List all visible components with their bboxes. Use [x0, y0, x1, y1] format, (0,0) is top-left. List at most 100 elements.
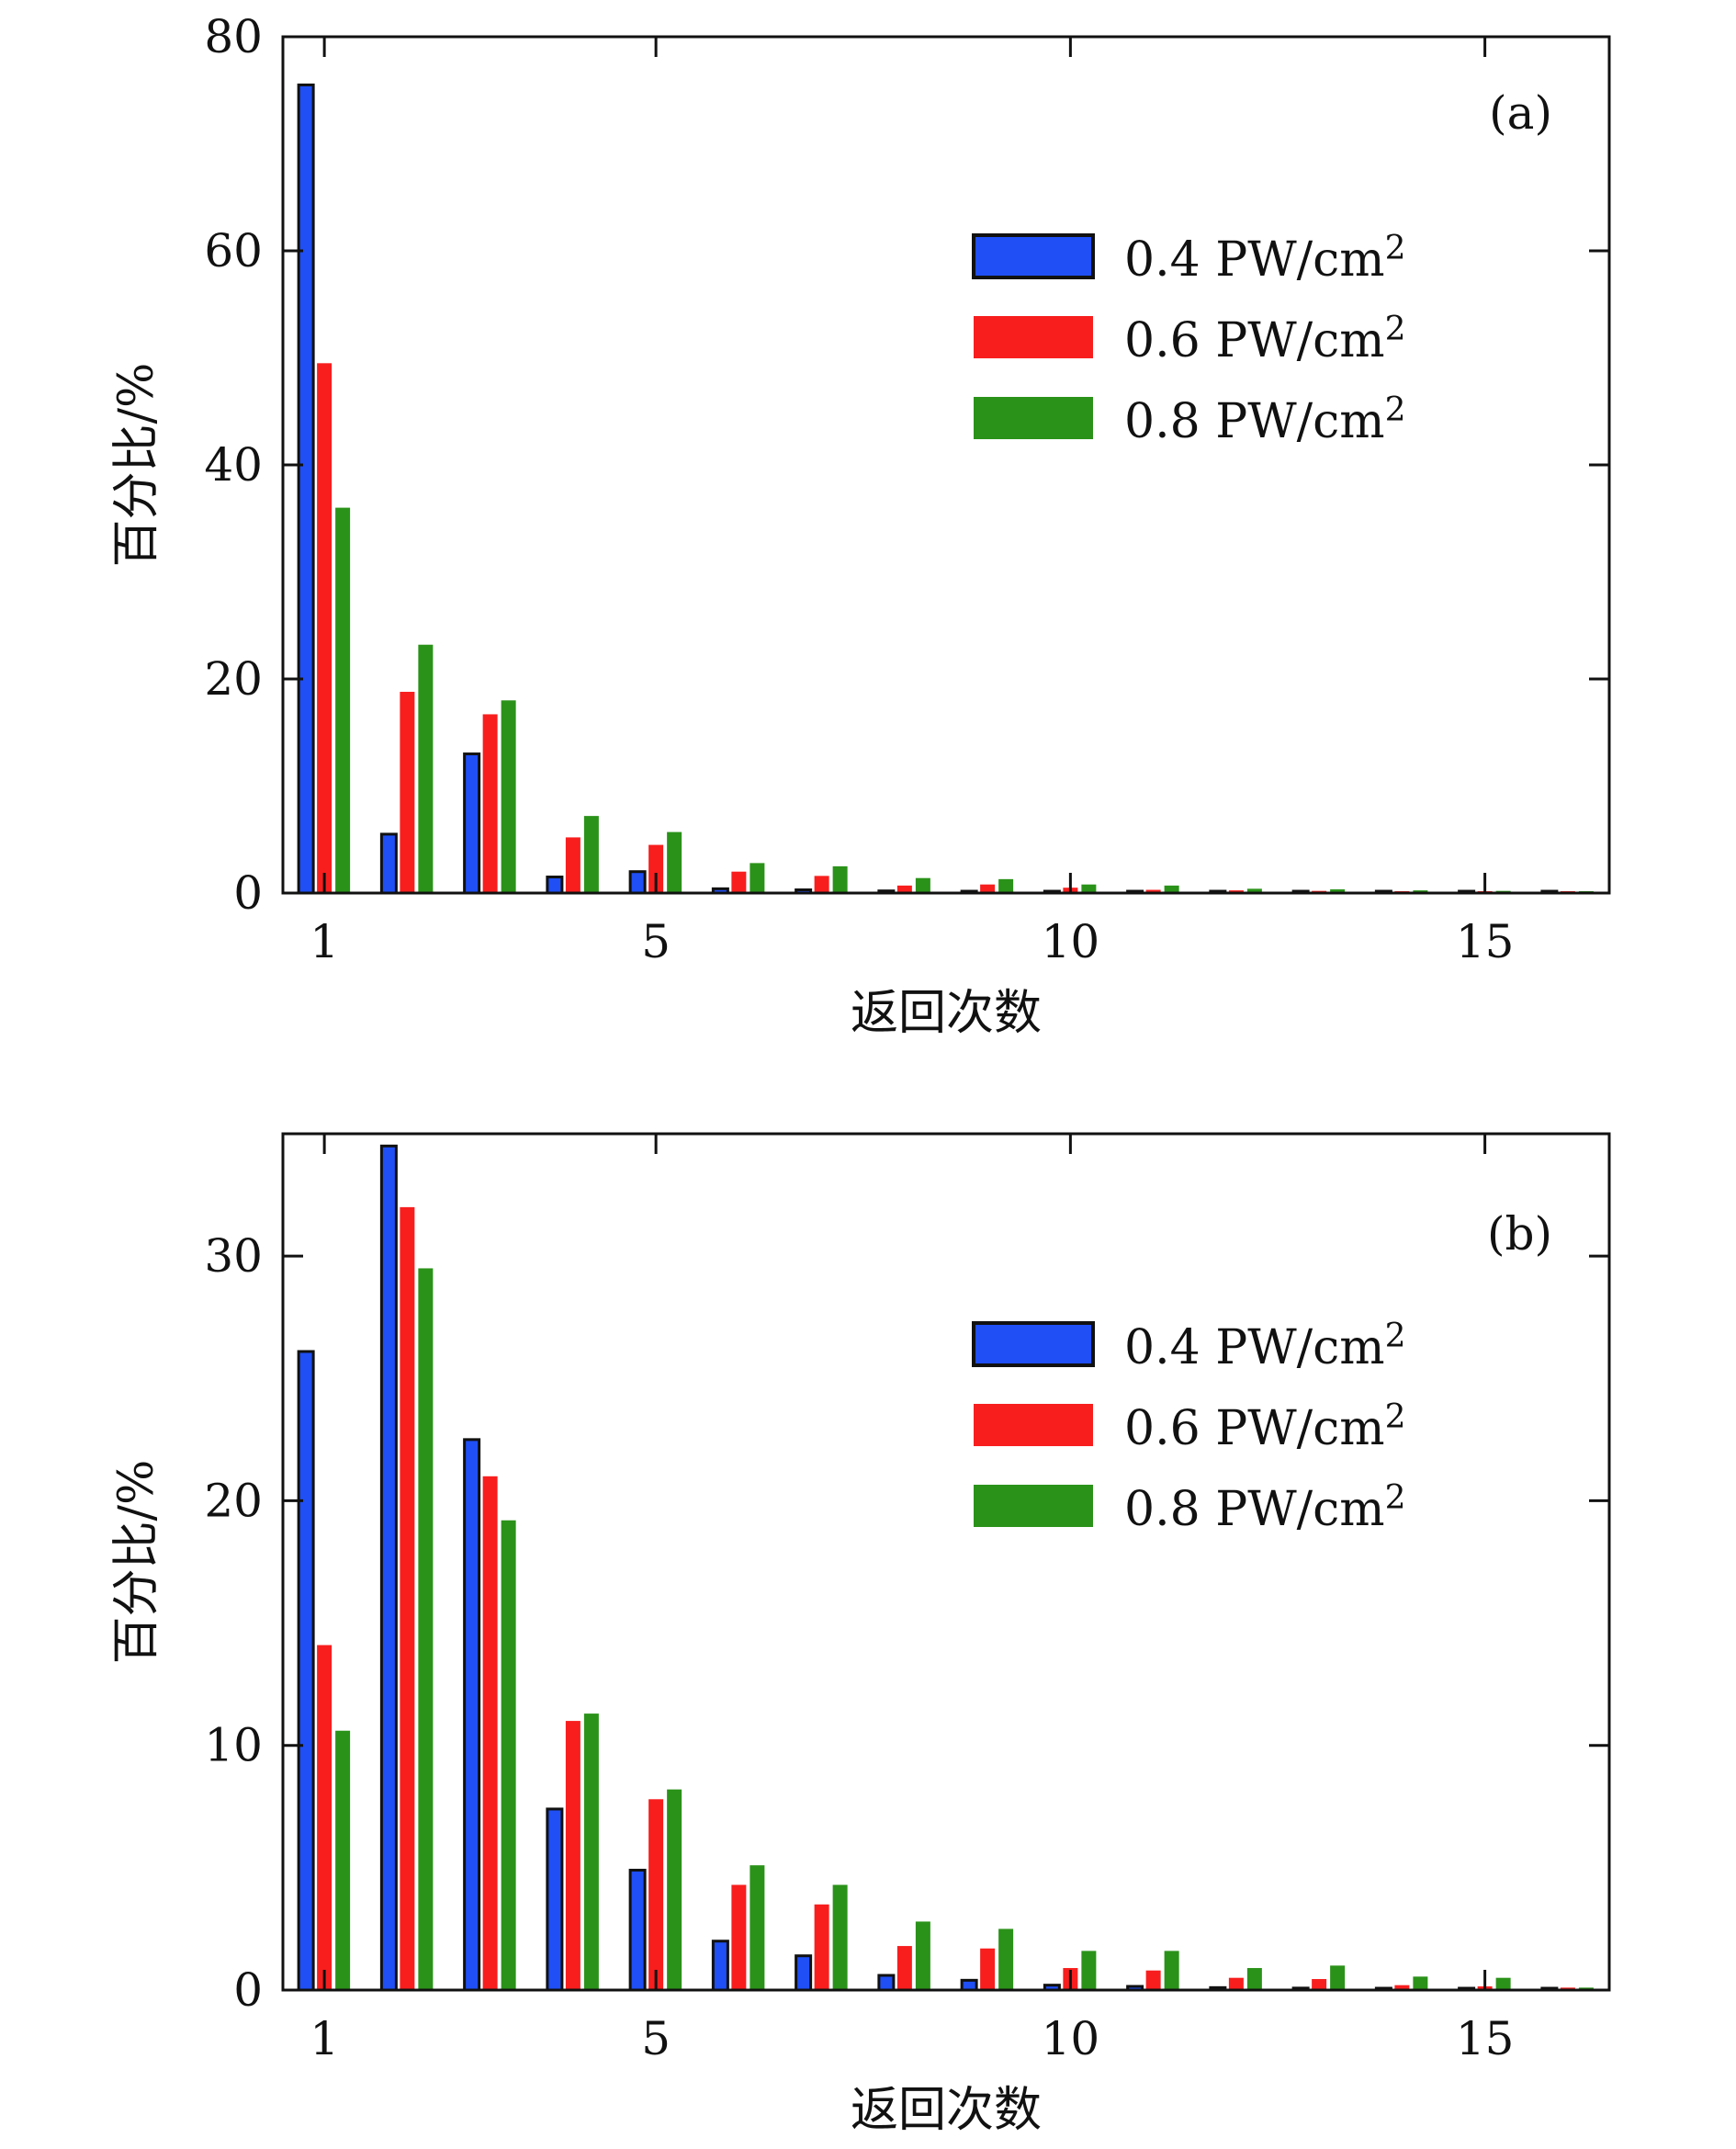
y-tick-label: 20 — [204, 1474, 263, 1527]
bar-series3-x8 — [915, 877, 930, 893]
bar-series1-x3 — [463, 752, 481, 895]
x-tick-label: 1 — [310, 2012, 339, 2065]
bar-series3-x1 — [335, 1730, 351, 1990]
bar-series3-x5 — [667, 1789, 682, 1990]
bar-series3-x2 — [418, 644, 434, 893]
bar-series2-x9 — [980, 884, 996, 893]
bar-series3-x6 — [750, 1865, 765, 1990]
bar-series3-x5 — [667, 831, 682, 893]
bar-series2-x5 — [648, 1799, 664, 1990]
x-tick-label: 1 — [310, 915, 339, 968]
bar-series3-x9 — [998, 1928, 1014, 1990]
bar-series1-x2 — [379, 832, 398, 895]
bar-series2-x8 — [896, 1946, 912, 1990]
y-tick-label: 40 — [204, 438, 263, 492]
y-tick-label: 0 — [233, 866, 263, 920]
bar-series2-x3 — [482, 1476, 498, 1990]
x-axis-title: 返回次数 — [851, 2083, 1042, 2138]
bar-series3-x3 — [501, 1520, 516, 1990]
bar-series2-x1 — [317, 363, 333, 893]
bar-series3-x11 — [1164, 1951, 1179, 1990]
legend-swatch-series1 — [972, 233, 1095, 279]
bar-series2-x4 — [565, 1721, 581, 1990]
bar-series1-x5 — [628, 1869, 647, 1992]
bar-series3-x7 — [832, 1884, 848, 1990]
y-axis-title: 百分比/% — [109, 363, 164, 568]
legend-label-series1: 0.4 PW/cm2 — [1124, 1318, 1406, 1375]
bar-series1-x9 — [960, 1978, 978, 1992]
bar-series2-x14 — [1394, 1985, 1410, 1990]
panel-label: (b) — [1487, 1207, 1552, 1261]
bar-series3-x13 — [1330, 888, 1346, 893]
bar-series3-x11 — [1164, 885, 1179, 893]
bar-series3-x8 — [915, 1921, 930, 1990]
bar-series1-x1 — [297, 1350, 315, 1992]
bar-series3-x4 — [583, 1714, 599, 1990]
bar-series3-x15 — [1495, 1977, 1511, 1990]
bar-series3-x10 — [1081, 1951, 1097, 1990]
bar-series3-x10 — [1081, 884, 1097, 893]
bar-series3-x14 — [1413, 1976, 1428, 1990]
y-tick-label: 0 — [233, 1963, 263, 2017]
bar-series2-x7 — [814, 1904, 829, 1990]
x-tick-label: 10 — [1042, 2012, 1100, 2065]
bar-series3-x4 — [583, 816, 599, 893]
x-tick-label: 10 — [1042, 915, 1100, 968]
legend: 0.4 PW/cm2 0.6 PW/cm2 0.8 PW/cm2 — [972, 1318, 1406, 1537]
x-tick-label: 5 — [641, 2012, 671, 2065]
bar-series3-x12 — [1246, 888, 1262, 893]
bar-series2-x6 — [731, 871, 747, 893]
bar-series2-x11 — [1145, 889, 1161, 893]
legend-label-series2: 0.6 PW/cm2 — [1124, 311, 1406, 368]
bar-series3-x2 — [418, 1268, 434, 1990]
legend-label-series2: 0.6 PW/cm2 — [1124, 1398, 1406, 1456]
bar-series1-x7 — [795, 1954, 813, 1992]
bar-series2-x2 — [400, 691, 415, 893]
legend-label-series3: 0.8 PW/cm2 — [1124, 1479, 1406, 1537]
bar-series1-x2 — [379, 1144, 398, 1992]
legend-label-series1: 0.4 PW/cm2 — [1124, 230, 1406, 288]
legend-swatch-series2 — [974, 1404, 1093, 1446]
x-axis-title: 返回次数 — [851, 986, 1042, 1041]
bar-series3-x13 — [1330, 1965, 1346, 1990]
legend-swatch-series3 — [974, 1485, 1093, 1527]
bar-series2-x4 — [565, 837, 581, 893]
y-tick-label: 10 — [204, 1719, 263, 1772]
x-tick-label: 15 — [1456, 915, 1515, 968]
y-tick-label: 30 — [204, 1229, 263, 1283]
bar-series3-x3 — [501, 700, 516, 893]
bar-series1-x6 — [711, 1940, 729, 1992]
bar-series2-x3 — [482, 714, 498, 893]
bar-series2-x11 — [1145, 1970, 1161, 1990]
bar-series2-x12 — [1228, 1977, 1244, 1990]
x-tick-label: 15 — [1456, 2012, 1515, 2065]
y-tick-label: 20 — [204, 652, 263, 706]
bar-series2-x8 — [896, 885, 912, 893]
bar-series1-x4 — [546, 876, 564, 895]
bar-series1-x3 — [463, 1438, 481, 1992]
legend-label-series3: 0.8 PW/cm2 — [1124, 391, 1406, 449]
legend-swatch-series2 — [974, 316, 1093, 358]
x-tick-label: 5 — [641, 915, 671, 968]
legend-swatch-series1 — [972, 1321, 1095, 1367]
bar-series2-x5 — [648, 844, 664, 893]
bar-series1-x1 — [297, 83, 315, 895]
bar-series2-x2 — [400, 1206, 415, 1990]
bar-series1-x5 — [628, 870, 647, 895]
bar-series1-x4 — [546, 1807, 564, 1992]
bar-series3-x9 — [998, 878, 1014, 893]
bar-series3-x12 — [1246, 1968, 1262, 1990]
bar-series2-x13 — [1312, 1979, 1327, 1990]
plot-frame — [281, 1132, 1611, 1992]
bar-series2-x9 — [980, 1948, 996, 1990]
panel-label: (a) — [1489, 86, 1552, 140]
bar-series2-x6 — [731, 1884, 747, 1990]
bar-series3-x6 — [750, 863, 765, 893]
bar-series2-x1 — [317, 1645, 333, 1990]
y-tick-label: 60 — [204, 224, 263, 277]
y-axis-title: 百分比/% — [109, 1460, 164, 1665]
legend: 0.4 PW/cm2 0.6 PW/cm2 0.8 PW/cm2 — [972, 230, 1406, 449]
